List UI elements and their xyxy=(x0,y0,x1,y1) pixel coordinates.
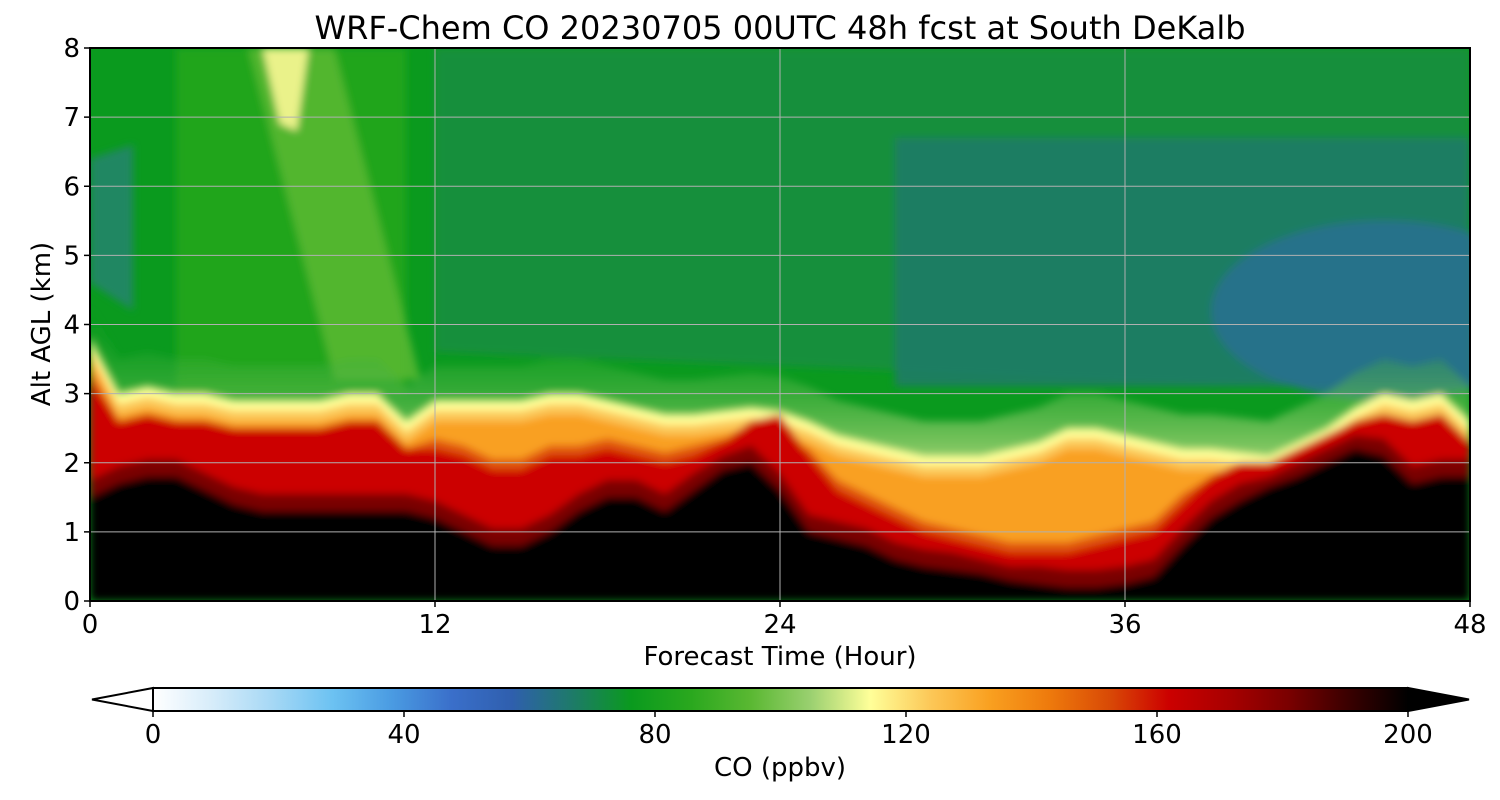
colorbar-tick-label: 80 xyxy=(638,720,671,750)
chart-title: WRF-Chem CO 20230705 00UTC 48h fcst at S… xyxy=(314,9,1245,47)
x-tick-label: 24 xyxy=(763,610,796,640)
colorbar: 0 40 80 120 160 200 xyxy=(91,686,1470,750)
y-tick-label: 5 xyxy=(63,241,80,271)
x-axis-label: Forecast Time (Hour) xyxy=(643,642,916,672)
colorbar-tick-label: 120 xyxy=(881,720,931,750)
y-tick-label: 2 xyxy=(63,449,80,479)
x-axis: 0 12 24 36 48 xyxy=(82,601,1487,640)
colorbar-tick-label: 200 xyxy=(1383,720,1433,750)
y-tick-label: 0 xyxy=(63,587,80,617)
colorbar-tick-label: 40 xyxy=(387,720,420,750)
colorbar-under-extension xyxy=(91,686,154,713)
y-tick-label: 4 xyxy=(63,311,80,341)
colorbar-label: CO (ppbv) xyxy=(714,753,846,783)
colorbar-bar xyxy=(152,687,1409,712)
x-tick-label: 0 xyxy=(82,610,99,640)
grid-lines xyxy=(90,48,1470,601)
colorbar-over-extension xyxy=(1407,686,1470,713)
x-tick-label: 48 xyxy=(1453,610,1486,640)
colorbar-tick-label: 0 xyxy=(145,720,162,750)
colorbar-tick-label: 160 xyxy=(1132,720,1182,750)
y-axis-label: Alt AGL (km) xyxy=(27,242,57,406)
field-plume-peak xyxy=(262,48,309,131)
y-tick-label: 7 xyxy=(63,103,80,133)
x-tick-label: 36 xyxy=(1108,610,1141,640)
y-tick-label: 1 xyxy=(63,518,80,548)
field-blue-core xyxy=(1211,220,1470,401)
y-axis: 0 1 2 3 4 5 6 7 8 xyxy=(63,34,90,617)
field-green-plume xyxy=(248,48,421,380)
y-tick-label: 3 xyxy=(63,380,80,410)
y-tick-label: 8 xyxy=(63,34,80,64)
x-tick-label: 12 xyxy=(418,610,451,640)
field-blue-left xyxy=(90,144,134,311)
y-tick-label: 6 xyxy=(63,172,80,202)
